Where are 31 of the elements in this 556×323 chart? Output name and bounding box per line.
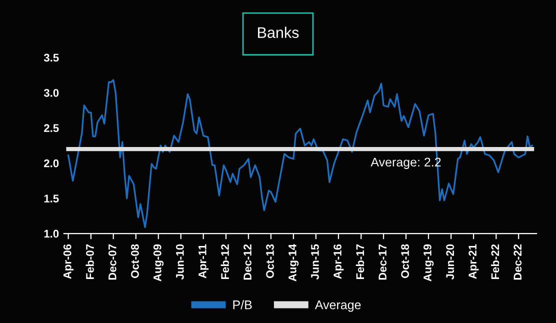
x-tick-label: Jun-10 bbox=[176, 244, 184, 280]
y-tick-label: 1.0 bbox=[44, 230, 59, 238]
x-tick-label: Oct-18 bbox=[401, 244, 409, 278]
x-tick-label: Feb-17 bbox=[356, 244, 364, 280]
x-tick-label: Apr-21 bbox=[468, 244, 479, 279]
x-tick-label: Feb-22 bbox=[490, 244, 500, 280]
x-tick-label: Apr-11 bbox=[198, 244, 209, 278]
x-tick-label: Aug-14 bbox=[288, 244, 299, 282]
x-tick-label: Dec-07 bbox=[108, 244, 116, 280]
x-tick-label: Oct-13 bbox=[266, 244, 274, 278]
line-series bbox=[67, 79, 533, 228]
x-tick-label: Dec-22 bbox=[514, 244, 522, 280]
legend-label: P/B bbox=[233, 300, 252, 310]
x-tick-label: Jun-20 bbox=[446, 244, 454, 280]
legend-label: Average bbox=[314, 300, 361, 312]
x-tick-label: Aug-19 bbox=[424, 244, 434, 282]
y-tick-label: 1.5 bbox=[44, 194, 59, 202]
y-tick-label: 2.0 bbox=[44, 159, 59, 168]
x-tick-label: Jun-15 bbox=[311, 244, 319, 280]
chart-title: Banks bbox=[258, 26, 299, 38]
x-tick-label: Oct-08 bbox=[131, 244, 139, 278]
x-tick-label: Dec-17 bbox=[378, 244, 386, 280]
x-tick-label: Apr-16 bbox=[334, 244, 344, 279]
y-tick-label: 3.5 bbox=[44, 54, 59, 62]
x-tick-label: Apr-06 bbox=[63, 244, 74, 279]
y-tick-label: 3.0 bbox=[44, 88, 59, 97]
x-tick-label: Aug-09 bbox=[153, 244, 164, 282]
x-tick-label: Feb-12 bbox=[220, 244, 229, 280]
y-tick-label: 2.5 bbox=[44, 124, 59, 132]
x-tick-label: Feb-07 bbox=[86, 244, 94, 280]
x-tick-label: Dec-12 bbox=[244, 244, 252, 280]
